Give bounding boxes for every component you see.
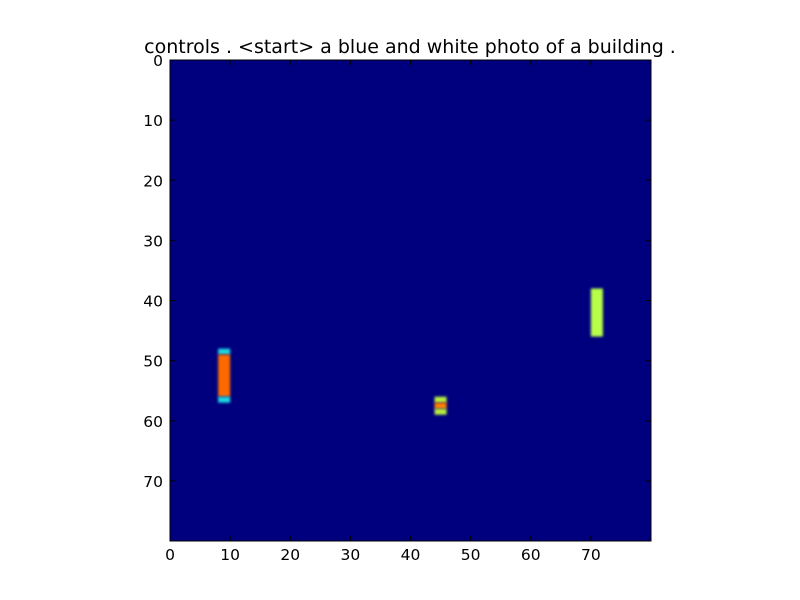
heatmap-cell-6 <box>590 288 603 337</box>
x-tick-label-6: 60 <box>521 546 541 564</box>
plot-area <box>169 59 652 542</box>
chart-title: controls . <start> a blue and white phot… <box>144 36 676 58</box>
y-tick-label-4: 40 <box>143 293 163 311</box>
x-tick-label-5: 50 <box>461 546 481 564</box>
x-tick-label-4: 40 <box>401 546 421 564</box>
y-tick-label-2: 20 <box>143 172 163 190</box>
x-tick-label-1: 10 <box>220 546 240 564</box>
y-tick-label-0: 0 <box>153 52 163 70</box>
y-tick-label-7: 70 <box>143 473 163 491</box>
x-tick-label-0: 0 <box>165 546 175 564</box>
heatmap-cell-5 <box>434 408 447 415</box>
heatmap-background <box>170 60 651 541</box>
heatmap-cell-1 <box>218 354 231 397</box>
heatmap-cell-2 <box>218 396 231 403</box>
heatmap-cell-4 <box>434 402 447 409</box>
x-tick-label-2: 20 <box>280 546 300 564</box>
heatmap-cell-0 <box>218 348 231 355</box>
x-tick-label-3: 30 <box>341 546 361 564</box>
heatmap-cell-3 <box>434 396 447 403</box>
y-tick-label-6: 60 <box>143 413 163 431</box>
x-tick-label-7: 70 <box>581 546 601 564</box>
heatmap-cells <box>218 288 603 415</box>
y-tick-label-5: 50 <box>143 353 163 371</box>
y-tick-label-3: 30 <box>143 232 163 250</box>
axis-ticks: 0 10 20 30 40 50 60 70 0 10 20 30 40 50 60 70 <box>143 52 651 564</box>
y-tick-label-1: 10 <box>143 112 163 130</box>
